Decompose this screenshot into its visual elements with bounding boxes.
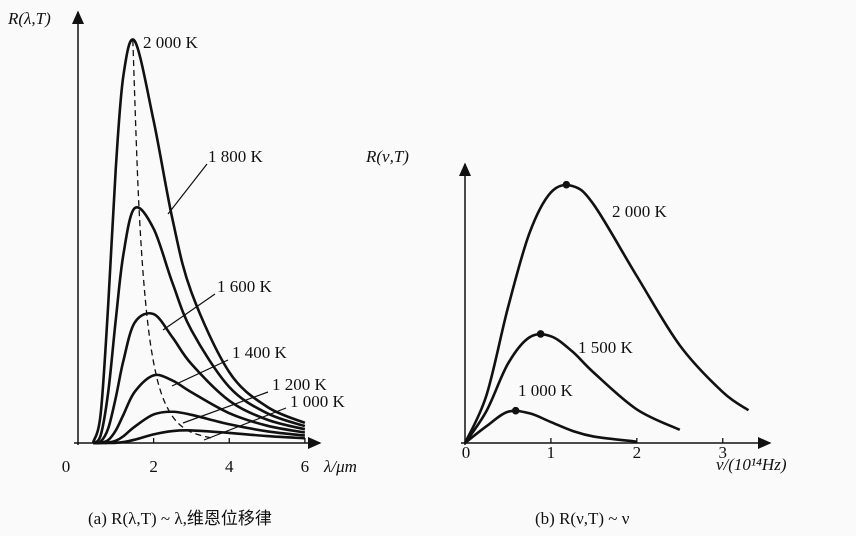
leader-line — [171, 359, 229, 387]
x-tick-label: 2 — [633, 443, 642, 462]
series-label: 1 800 K — [208, 147, 264, 166]
leader-line — [182, 391, 269, 424]
x-axis-label: λ/μm — [323, 457, 357, 476]
curve — [464, 409, 637, 445]
peak-dot — [536, 330, 545, 338]
series-label: 1 000 K — [518, 381, 574, 400]
wien-guide — [132, 40, 216, 440]
series-label: 2 000 K — [612, 202, 668, 221]
series-label: 1 600 K — [217, 277, 273, 296]
peak-dot — [562, 180, 571, 189]
series-label: 1 200 K — [272, 375, 328, 394]
x-tick-label: 4 — [225, 457, 234, 476]
curve — [92, 311, 306, 445]
curve — [93, 429, 305, 445]
leader-line — [203, 407, 287, 441]
peak-dot — [511, 406, 520, 415]
caption: (b) R(ν,T) ~ ν — [535, 509, 630, 528]
curve — [463, 332, 681, 444]
series-label: 1 400 K — [232, 343, 288, 362]
y-axis-label: R(ν,T) — [365, 147, 409, 166]
leader-line — [162, 293, 216, 331]
x-tick-label: 1 — [547, 443, 556, 462]
x-tick-label: 6 — [301, 457, 310, 476]
series-label: 1 500 K — [578, 338, 634, 357]
series-label: 2 000 K — [143, 33, 199, 52]
curve — [91, 38, 306, 443]
x-tick-label: 3 — [718, 443, 727, 462]
x-axis-label: ν/(10¹⁴Hz) — [716, 455, 787, 474]
x-tick-label: 0 — [462, 443, 471, 462]
curve — [463, 183, 750, 444]
series-label: 1 000 K — [290, 392, 346, 411]
x-tick-label: 2 — [149, 457, 158, 476]
curve — [93, 373, 306, 445]
y-axis-label: R(λ,T) — [7, 9, 51, 28]
x-tick-label: 0 — [62, 457, 71, 476]
curve — [92, 206, 306, 445]
caption: (a) R(λ,T) ~ λ,维恩位移律 — [88, 509, 272, 528]
leader-line — [167, 163, 208, 215]
